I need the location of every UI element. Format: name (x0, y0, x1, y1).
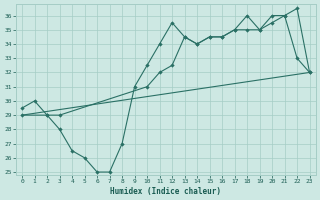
X-axis label: Humidex (Indice chaleur): Humidex (Indice chaleur) (110, 187, 221, 196)
